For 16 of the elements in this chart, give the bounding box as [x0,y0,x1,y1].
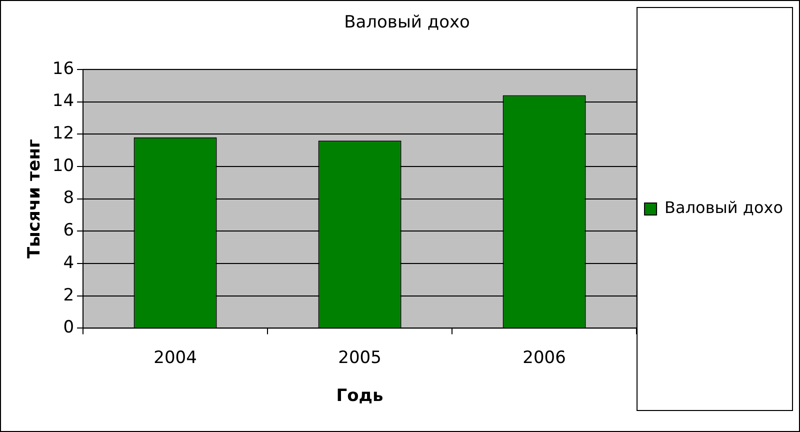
y-tick-label: 2 [63,285,74,306]
y-tick-label: 14 [52,91,74,112]
legend-label: Валовый дохо [664,198,783,218]
x-tick-label: 2006 [522,348,566,368]
y-axis-title: Тысячи тенг [24,138,45,259]
y-tick-label: 12 [52,124,74,144]
y-tick-label: 8 [63,188,74,208]
y-tick-label: 4 [63,252,74,273]
y-tick-label: 10 [52,156,74,176]
x-tick-label: 2005 [338,348,382,368]
x-tick-label: 2004 [154,348,197,368]
y-tick-label: 16 [52,58,74,79]
x-axis-title: Годь [336,386,384,406]
y-tick-label: 6 [63,220,74,241]
chart-title: Валовый дохо [344,12,470,33]
y-tick-label: 0 [63,318,74,338]
